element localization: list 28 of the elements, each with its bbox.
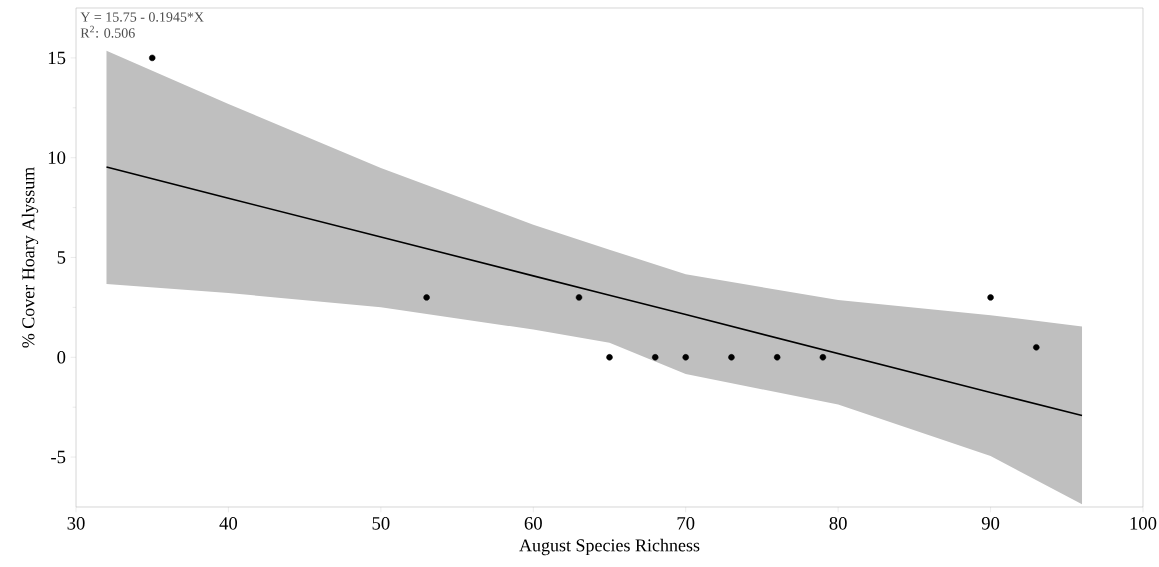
- y-tick-label: 10: [48, 151, 66, 164]
- x-tick-label: 30: [67, 517, 85, 530]
- x-tick-label: 70: [677, 517, 695, 530]
- point: [682, 354, 689, 361]
- point: [575, 294, 583, 301]
- point: [987, 294, 994, 301]
- y-axis-title: % Cover Hoary Alyssum: [21, 167, 39, 348]
- annotation: R$^{2}$: 0.506: [80, 25, 135, 38]
- point: [728, 354, 735, 361]
- x-tick-label: 50: [372, 517, 390, 530]
- y-tick-label: -5: [51, 450, 66, 464]
- x-tick-label: 100: [1130, 517, 1157, 530]
- x-tick-label: 80: [829, 517, 847, 530]
- point: [423, 294, 430, 301]
- y-tick-label: 15: [48, 51, 66, 65]
- point: [606, 354, 613, 361]
- x-tick-label: 60: [524, 517, 542, 530]
- point: [773, 354, 781, 361]
- point: [1033, 344, 1040, 351]
- y-tick-label: 0: [57, 350, 66, 364]
- x-tick-label: 90: [981, 517, 1000, 530]
- x-tick-label: 40: [219, 517, 238, 530]
- point: [819, 354, 827, 361]
- x-axis-title: August Species Richness: [519, 538, 700, 556]
- annotation: Y = 15.75 - 0.1945*X: [80, 12, 204, 22]
- point: [149, 54, 156, 62]
- y-tick-label: 5: [57, 251, 66, 264]
- point: [652, 354, 659, 361]
